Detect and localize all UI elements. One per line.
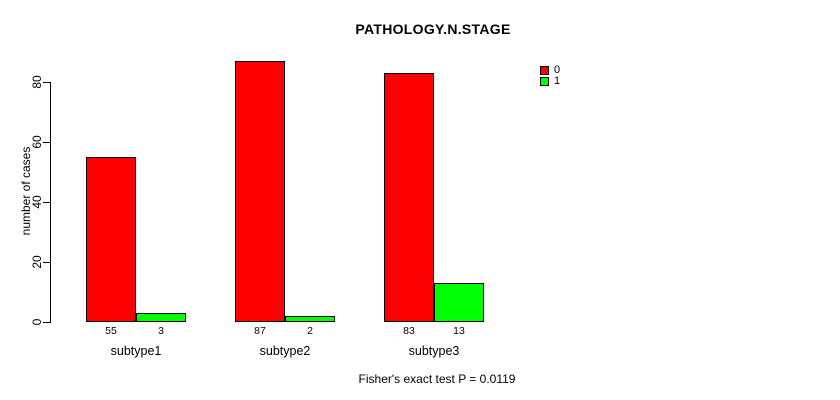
- bar-series-0-subtype2: [235, 61, 285, 322]
- bar-count-label: 2: [307, 325, 313, 337]
- y-tick: [43, 322, 50, 323]
- y-tick: [43, 82, 50, 83]
- y-tick: [43, 262, 50, 263]
- category-label-subtype2: subtype2: [259, 344, 311, 358]
- bar-series-0-subtype3: [384, 73, 434, 322]
- bar-count-label: 13: [453, 325, 465, 337]
- legend-label: 1: [554, 75, 561, 87]
- y-axis-label: number of cases: [19, 146, 33, 236]
- category-label-subtype1: subtype1: [110, 344, 162, 358]
- category-label-subtype3: subtype3: [408, 344, 460, 358]
- bar-series-1-subtype3: [434, 283, 484, 322]
- bar-series-1-subtype1: [136, 313, 186, 322]
- y-tick-label: 20: [30, 255, 44, 269]
- bar-count-label: 83: [403, 325, 415, 337]
- legend-entry-1: 1: [540, 75, 561, 87]
- bar-count-label: 3: [158, 325, 164, 337]
- bar-count-label: 55: [105, 325, 117, 337]
- bar-count-label: 87: [254, 325, 266, 337]
- y-tick: [43, 202, 50, 203]
- y-tick-label: 60: [30, 135, 44, 149]
- y-tick-label: 0: [30, 318, 44, 326]
- y-tick-label: 80: [30, 75, 44, 89]
- y-tick: [43, 142, 50, 143]
- bar-series-1-subtype2: [285, 316, 335, 322]
- footer-note: Fisher's exact test P = 0.0119: [358, 372, 516, 386]
- legend-swatch-icon: [540, 65, 549, 75]
- y-tick-label: 40: [30, 195, 44, 209]
- legend-swatch-icon: [540, 76, 549, 86]
- legend-entry-0: 0: [540, 64, 561, 76]
- chart-title: PATHOLOGY.N.STAGE: [355, 21, 511, 37]
- y-axis-line: [50, 82, 51, 323]
- legend-label: 0: [554, 64, 561, 76]
- bar-series-0-subtype1: [86, 157, 136, 322]
